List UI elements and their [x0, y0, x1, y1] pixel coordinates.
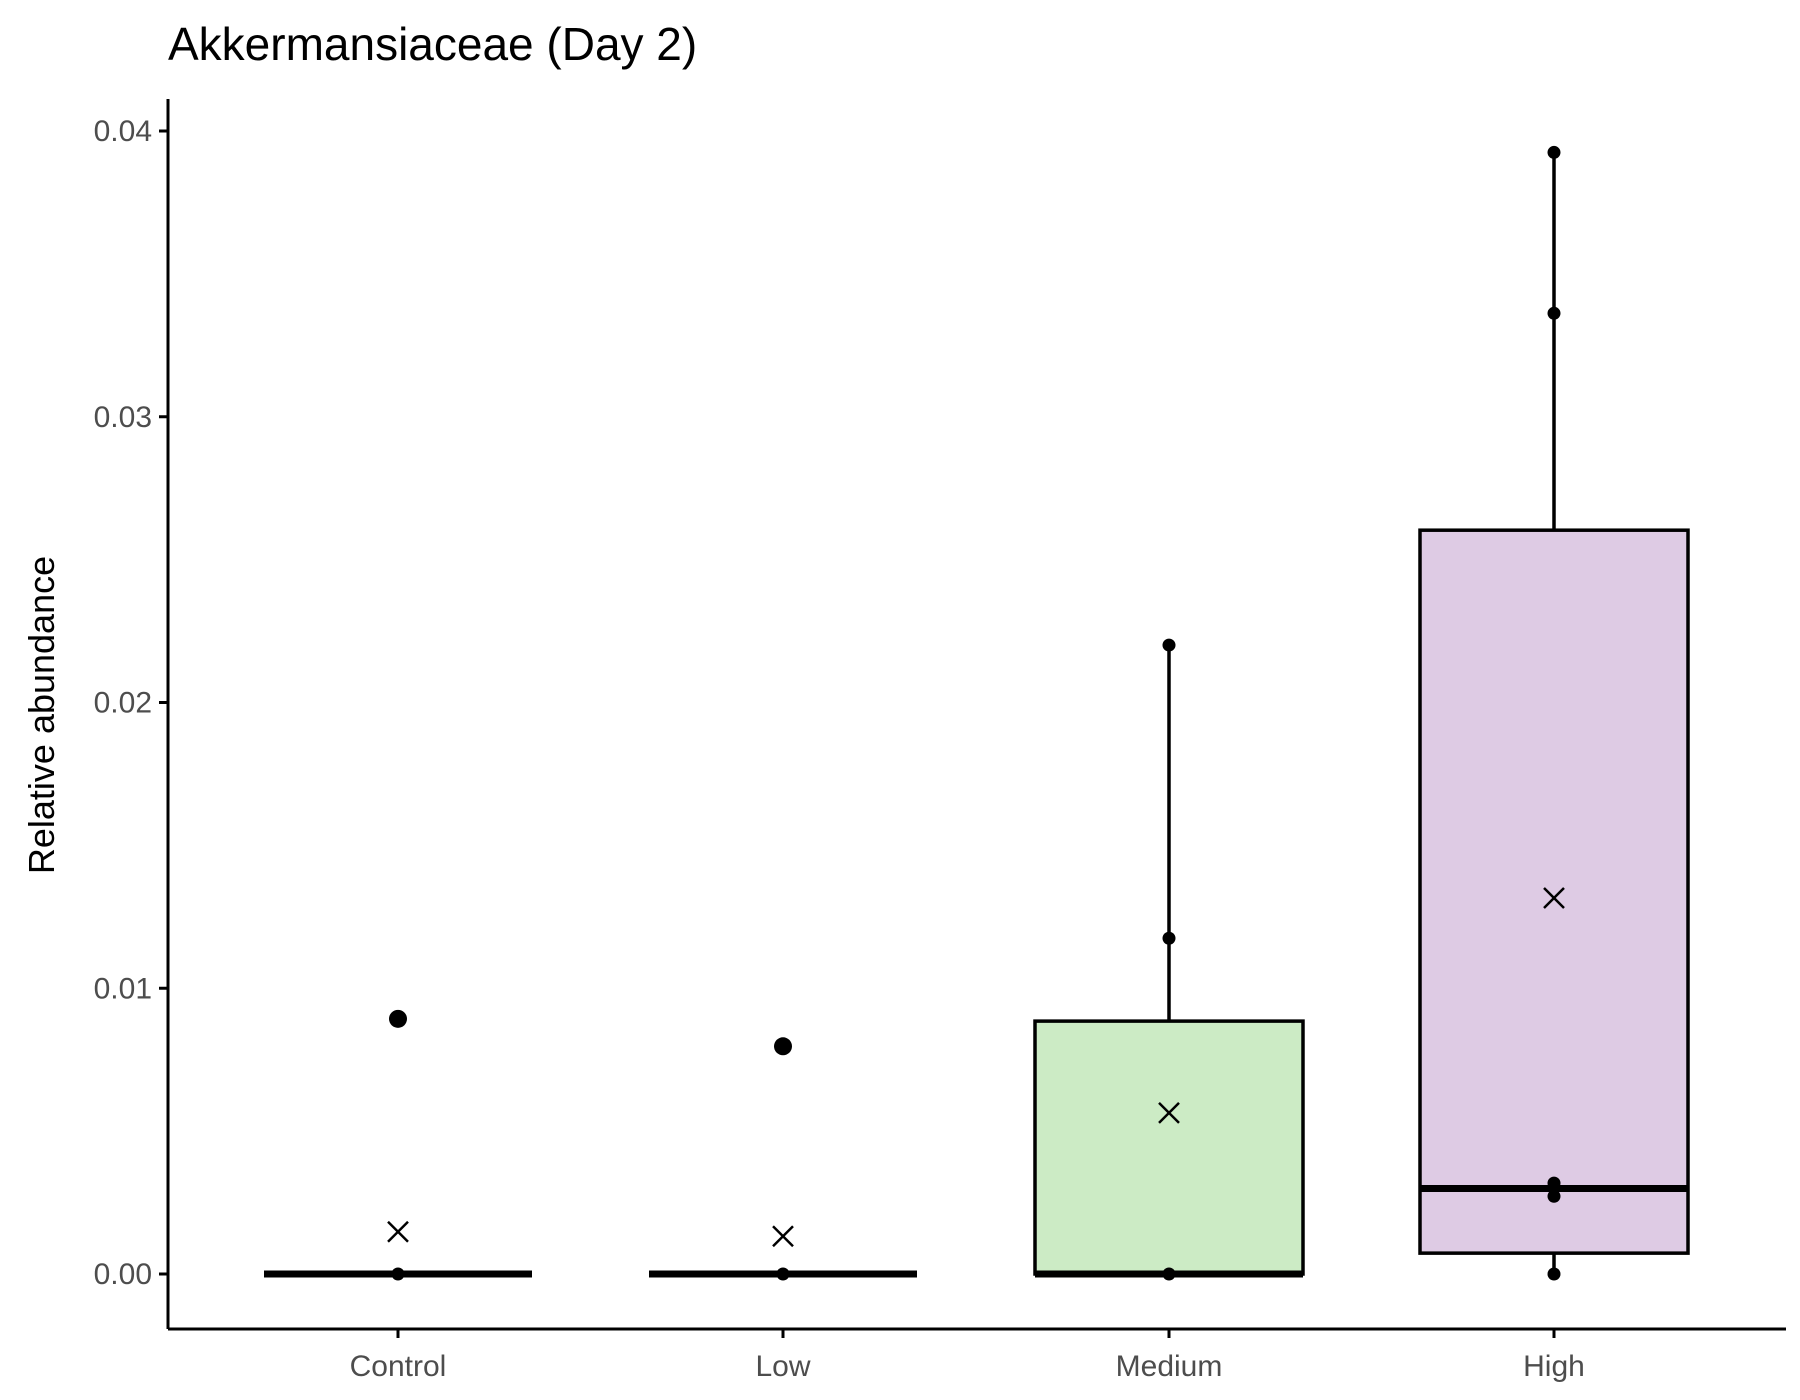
x-tick-label-medium: Medium [1116, 1350, 1223, 1383]
y-tick-label: 0.02 [94, 687, 152, 720]
box-group-high [1418, 152, 1690, 1274]
y-tick-label: 0.01 [94, 972, 152, 1005]
box [1418, 528, 1690, 1255]
data-point [1162, 1267, 1176, 1281]
box [1033, 1019, 1305, 1276]
data-point [1547, 145, 1561, 159]
chart-title: Akkermansiaceae (Day 2) [168, 18, 697, 70]
outlier-point [774, 1037, 792, 1056]
x-axis-ticks: Control Low Medium High [350, 1329, 1585, 1383]
data-point [1547, 1176, 1561, 1190]
box-group-medium [1033, 645, 1305, 1278]
mean-marker [772, 1225, 794, 1248]
data-point [1162, 638, 1176, 652]
y-axis-ticks: 0.00 0.01 0.02 0.03 0.04 [94, 115, 168, 1291]
mean-marker [1543, 887, 1565, 909]
data-point [1547, 1267, 1561, 1281]
y-tick-label: 0.00 [94, 1258, 152, 1291]
data-point [776, 1267, 790, 1281]
y-axis-label: Relative abundance [21, 556, 62, 874]
x-tick-label-high: High [1523, 1350, 1585, 1383]
data-point [1547, 306, 1561, 320]
box-group-control [264, 1009, 532, 1278]
y-tick-label: 0.03 [94, 401, 152, 434]
mean-marker [1158, 1101, 1180, 1124]
box-group-low [649, 1037, 917, 1278]
outlier-point [389, 1009, 407, 1028]
y-tick-label: 0.04 [94, 115, 152, 148]
data-point [1162, 931, 1176, 945]
plot-area [264, 145, 1690, 1281]
data-point [391, 1267, 405, 1281]
x-tick-label-low: Low [755, 1350, 810, 1383]
mean-marker [387, 1220, 409, 1243]
x-tick-label-control: Control [350, 1350, 447, 1383]
data-point [1547, 1189, 1561, 1203]
